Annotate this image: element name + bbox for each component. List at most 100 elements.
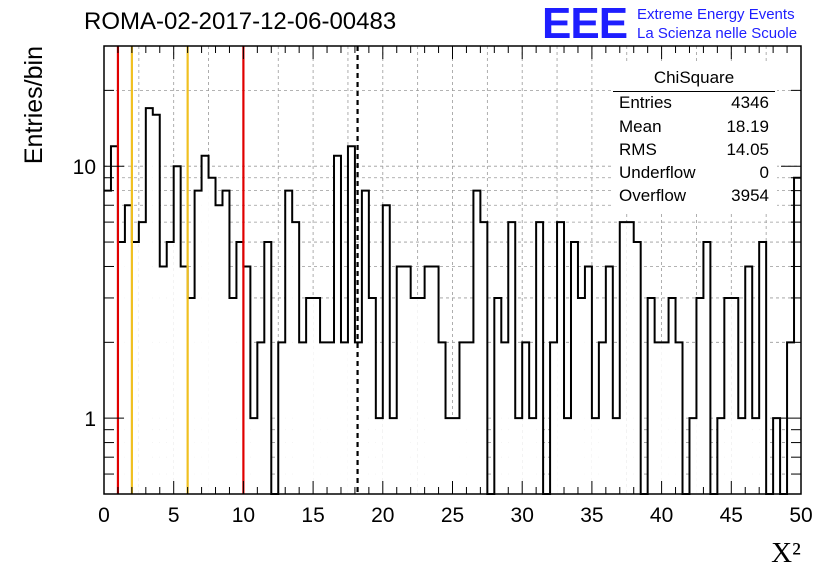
stats-row-underflow: Underflow 0: [619, 163, 769, 185]
histogram-bin: [201, 155, 209, 495]
histogram-bin: [375, 418, 383, 494]
histogram-bin: [222, 190, 230, 495]
histogram-bin: [717, 418, 725, 494]
histogram-bin: [152, 114, 160, 495]
x-tick-label: 30: [511, 504, 534, 527]
histogram-bin: [598, 342, 606, 494]
histogram-bin: [250, 418, 258, 494]
stats-value: 18.19: [726, 117, 769, 136]
histogram-bin: [257, 342, 265, 494]
histogram-bin: [452, 418, 460, 494]
stats-value: 4346: [731, 93, 769, 112]
stats-row-rms: RMS 14.05: [619, 140, 769, 162]
histogram-bin: [689, 418, 697, 494]
histogram-bin: [494, 297, 502, 494]
histogram-bin: [661, 342, 669, 494]
histogram-bin: [166, 242, 174, 494]
reference-lines: [116, 46, 359, 494]
histogram-bin: [396, 266, 404, 494]
histogram-bin: [424, 266, 432, 494]
histogram-bin: [668, 297, 676, 494]
histogram-bin: [731, 297, 739, 494]
histogram-bin: [236, 242, 244, 494]
histogram-bin: [724, 297, 732, 494]
histogram-bin: [696, 297, 704, 494]
histogram-bin: [508, 222, 516, 494]
histogram-bin: [131, 242, 139, 494]
histogram-bin: [243, 266, 251, 494]
histogram-bin: [145, 108, 153, 494]
histogram-bin: [794, 177, 801, 494]
histogram-bin: [299, 342, 307, 494]
chart-title: ROMA-02-2017-12-06-00483: [84, 8, 397, 35]
histogram-bin: [159, 266, 167, 494]
histogram-bin: [403, 266, 411, 494]
histogram-bin: [194, 190, 202, 495]
logo-mark: EEE: [542, 0, 628, 48]
histogram-bin: [361, 190, 369, 495]
histogram-bin: [327, 342, 335, 494]
histogram-bin: [382, 205, 390, 495]
x-tick-label: 0: [98, 504, 110, 527]
histogram-bin: [480, 222, 488, 494]
histogram-bin: [229, 297, 237, 494]
x-tick-labels: 0 5 10 15 20 25 30 35 40 45 50: [98, 504, 813, 527]
histogram-bin: [612, 418, 620, 494]
x-tick-label: 35: [580, 504, 603, 527]
histogram-bin: [445, 418, 453, 494]
histogram-bin: [215, 205, 223, 495]
histogram-bin: [306, 297, 314, 494]
histogram-bin: [536, 222, 544, 494]
histogram-bin: [745, 266, 753, 494]
x-tick-label: 20: [371, 504, 394, 527]
histogram-bin: [173, 166, 181, 495]
histogram-bin: [564, 418, 571, 494]
x-axis-title: X²: [771, 537, 801, 569]
histogram-bin: [473, 190, 481, 495]
histogram-bin: [124, 205, 132, 495]
histogram-bin: [570, 242, 578, 494]
histogram-bin: [313, 297, 321, 494]
histogram-bins: [104, 107, 801, 495]
histogram-bin: [389, 418, 397, 494]
axis-ticks: [103, 46, 802, 494]
stats-title: ChiSquare: [653, 68, 735, 87]
x-tick-label: 10: [232, 504, 255, 527]
histogram-bin: [138, 222, 146, 494]
histogram-bin: [647, 297, 655, 494]
histogram-bin: [110, 146, 118, 494]
stats-key: Underflow: [619, 163, 696, 182]
histogram-bin: [759, 242, 767, 494]
histogram-bin: [529, 418, 537, 494]
histogram-bin: [264, 242, 272, 494]
histogram-bin: [501, 342, 509, 494]
stats-box: ChiSquare Entries 4346 Mean 18.19 RMS 14…: [611, 63, 777, 211]
eee-logo: EEE Extreme Energy Events La Scienza nel…: [542, 2, 832, 46]
histogram-bin: [208, 177, 216, 494]
y-tick-label: 10: [73, 156, 96, 179]
x-tick-label: 40: [650, 504, 673, 527]
histogram-bin: [459, 342, 467, 494]
histogram-bin: [605, 266, 613, 494]
x-tick-label: 45: [720, 504, 743, 527]
histogram-bin: [773, 418, 781, 494]
histogram-bin: [584, 266, 592, 494]
histogram-bin: [410, 297, 418, 494]
histogram-bin: [515, 418, 523, 494]
histogram-bin: [368, 297, 376, 494]
histogram-bin: [550, 342, 558, 494]
stats-row-entries: Entries 4346: [619, 93, 769, 115]
histogram-bin: [675, 342, 683, 494]
histogram-bin: [340, 342, 348, 494]
histogram-bin: [557, 222, 565, 494]
histogram-bin: [738, 418, 746, 494]
stats-key: Entries: [619, 93, 672, 112]
stats-value: 14.05: [726, 140, 769, 159]
histogram-bin: [180, 266, 188, 494]
y-tick-labels: 1 10: [73, 156, 96, 431]
histogram-bin: [285, 190, 293, 495]
histogram-bin: [431, 266, 439, 494]
histogram-bin: [187, 297, 195, 494]
histogram-bin: [626, 222, 634, 494]
